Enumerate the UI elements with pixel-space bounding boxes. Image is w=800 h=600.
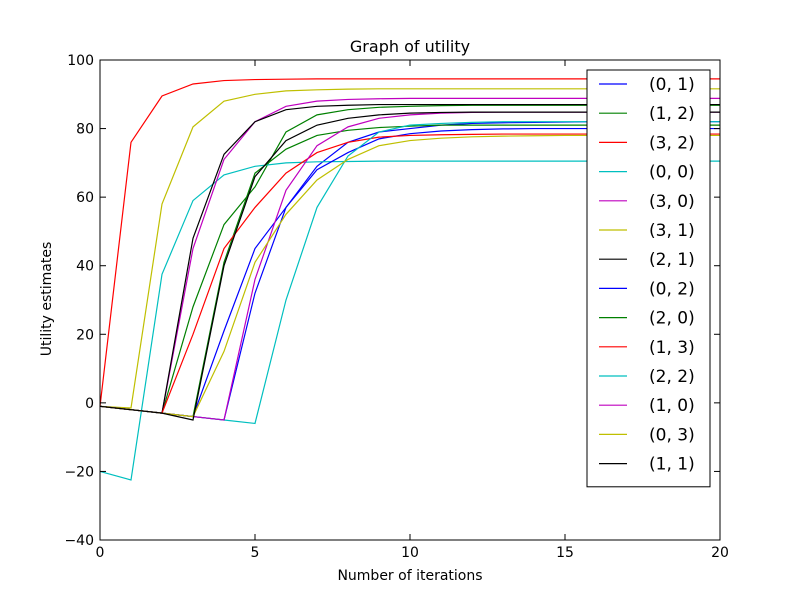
axis-ticks: 0 5 10 15 20 −40 −20 0 20 40 60 80 100: [64, 53, 728, 561]
legend-label-11: (1, 0): [649, 396, 695, 416]
x-tick-label: 20: [711, 545, 729, 561]
legend-label-8: (2, 0): [649, 309, 695, 329]
x-tick-label: 15: [556, 545, 574, 561]
chart-title: Graph of utility: [350, 37, 470, 56]
legend-label-5: (3, 1): [649, 221, 695, 241]
y-tick-label: −20: [64, 464, 94, 480]
x-tick-label: 0: [96, 545, 105, 561]
legend-label-2: (3, 2): [649, 133, 695, 153]
y-tick-label: 60: [76, 190, 94, 206]
legend-label-7: (0, 2): [649, 279, 695, 299]
legend-box: [586, 69, 711, 488]
x-axis-label: Number of iterations: [337, 568, 482, 584]
x-tick-label: 5: [251, 545, 260, 561]
x-tick-label: 10: [401, 545, 419, 561]
y-tick-label: 80: [76, 122, 94, 138]
y-tick-label: 0: [85, 396, 94, 412]
y-tick-label: 20: [76, 327, 94, 343]
legend-label-9: (1, 3): [649, 338, 695, 358]
legend-label-3: (0, 0): [649, 163, 695, 183]
legend: (0, 1) (1, 2) (3, 2) (0, 0) (3, 0) (3, 1) (2, …: [586, 69, 711, 488]
legend-label-0: (0, 1): [649, 75, 695, 95]
legend-label-13: (1, 1): [649, 455, 695, 475]
legend-label-12: (0, 3): [649, 425, 695, 445]
y-axis-label: Utility estimates: [39, 242, 55, 357]
legend-label-6: (2, 1): [649, 250, 695, 270]
legend-label-1: (1, 2): [649, 104, 695, 124]
legend-label-4: (3, 0): [649, 192, 695, 212]
legend-label-10: (2, 2): [649, 367, 695, 387]
y-tick-label: −40: [64, 533, 94, 549]
y-tick-label: 40: [76, 259, 94, 275]
y-tick-label: 100: [67, 53, 94, 69]
